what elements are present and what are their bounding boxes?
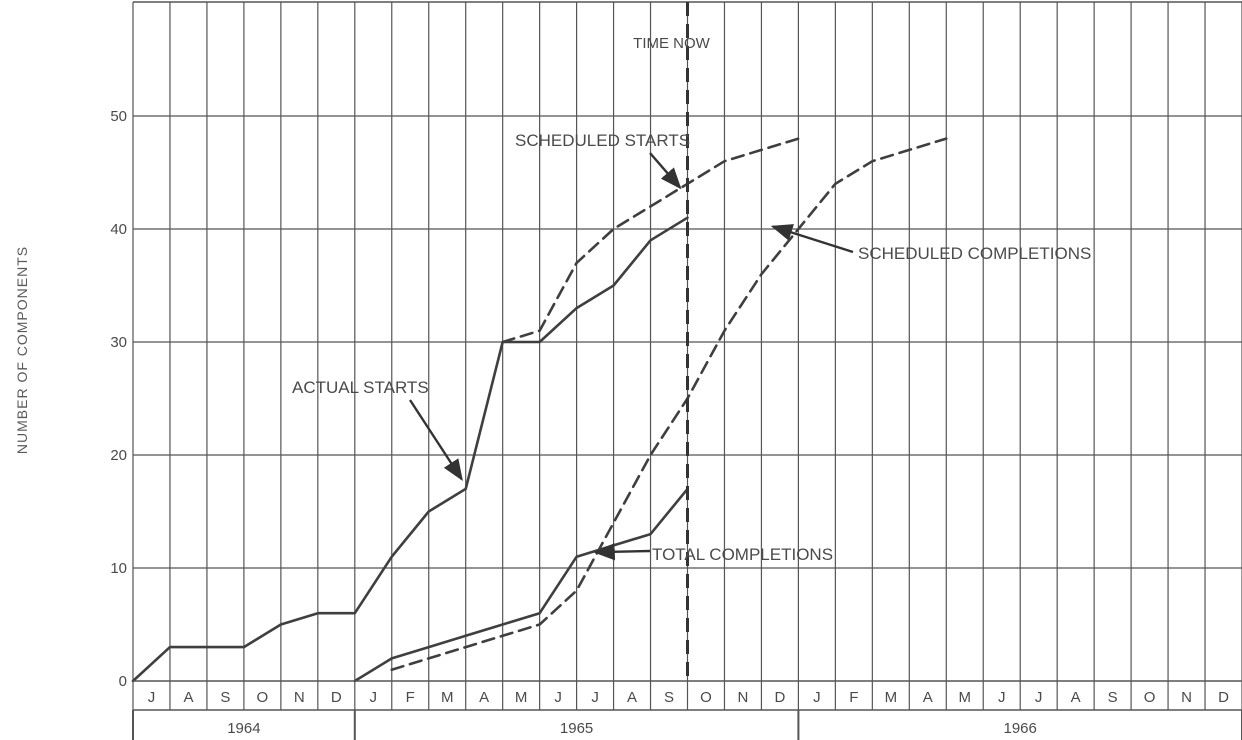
x-tick-label-month: J xyxy=(813,689,821,706)
x-tick-label-month: A xyxy=(183,689,193,706)
x-tick-label-month: F xyxy=(849,689,858,706)
x-tick-label-month: O xyxy=(1144,689,1156,706)
series-label: SCHEDULED STARTS xyxy=(515,131,690,150)
x-tick-label-month: M xyxy=(959,689,972,706)
x-tick-label-month: O xyxy=(700,689,712,706)
series-line-scheduled-starts xyxy=(501,137,800,344)
y-tick-label: 30 xyxy=(110,334,127,351)
x-tick-label-month: J xyxy=(998,689,1006,706)
x-tick-label-month: S xyxy=(220,689,230,706)
y-tick-label: 50 xyxy=(110,108,127,125)
x-tick-label-month: N xyxy=(294,689,305,706)
y-tick-label: 40 xyxy=(110,221,127,238)
series-layer xyxy=(131,137,948,683)
grid xyxy=(132,1,1242,710)
x-tick-label-month: J xyxy=(370,689,378,706)
x-tick-label-year: 1964 xyxy=(227,720,260,737)
x-tick-label-month: J xyxy=(554,689,562,706)
y-tick-label: 0 xyxy=(119,673,127,690)
x-tick-label-month: O xyxy=(257,689,269,706)
x-tick-label-month: A xyxy=(627,689,637,706)
x-tick-label-month: D xyxy=(774,689,785,706)
annotation-layer: TIME NOW ACTUAL STARTS SCHEDULED STARTS TOT… xyxy=(292,2,1091,681)
x-tick-label-month: M xyxy=(441,689,454,706)
x-tick-label-month: F xyxy=(406,689,415,706)
series-line-scheduled-completions xyxy=(390,137,948,672)
series-label: ACTUAL STARTS xyxy=(292,378,429,397)
x-tick-label-month: J xyxy=(148,689,156,706)
y-tick-label: 20 xyxy=(110,447,127,464)
x-tick-label-month: S xyxy=(664,689,674,706)
series-label: SCHEDULED COMPLETIONS xyxy=(858,244,1091,263)
x-tick-label-month: A xyxy=(923,689,933,706)
x-tick-label-year: 1966 xyxy=(1004,720,1037,737)
callout-arrow xyxy=(770,224,854,254)
series-line-actual-starts xyxy=(131,216,689,683)
y-tick-label: 10 xyxy=(110,560,127,577)
x-tick-label-month: D xyxy=(331,689,342,706)
axis-layer: 0 10 20 30 40 50 J A S O N D J F M A M J J A S O N D J F M A M J J A S O N… xyxy=(110,108,1242,740)
x-tick-label-month: M xyxy=(515,689,528,706)
x-tick-label-year: 1965 xyxy=(560,720,593,737)
series-label: TOTAL COMPLETIONS xyxy=(652,545,833,564)
callout-arrow xyxy=(593,543,651,561)
series-line-total-completions xyxy=(353,487,689,683)
x-tick-label-month: J xyxy=(1035,689,1043,706)
callout-arrow xyxy=(408,399,463,482)
x-tick-label-month: A xyxy=(479,689,489,706)
x-tick-label-month: S xyxy=(1108,689,1118,706)
x-tick-label-month: N xyxy=(738,689,749,706)
callout-arrow xyxy=(649,152,682,190)
x-tick-label-month: J xyxy=(591,689,599,706)
x-tick-label-month: N xyxy=(1181,689,1192,706)
time-now-label: TIME NOW xyxy=(633,35,710,52)
x-tick-label-month: A xyxy=(1071,689,1081,706)
x-tick-label-month: M xyxy=(885,689,898,706)
x-tick-label-month: D xyxy=(1218,689,1229,706)
